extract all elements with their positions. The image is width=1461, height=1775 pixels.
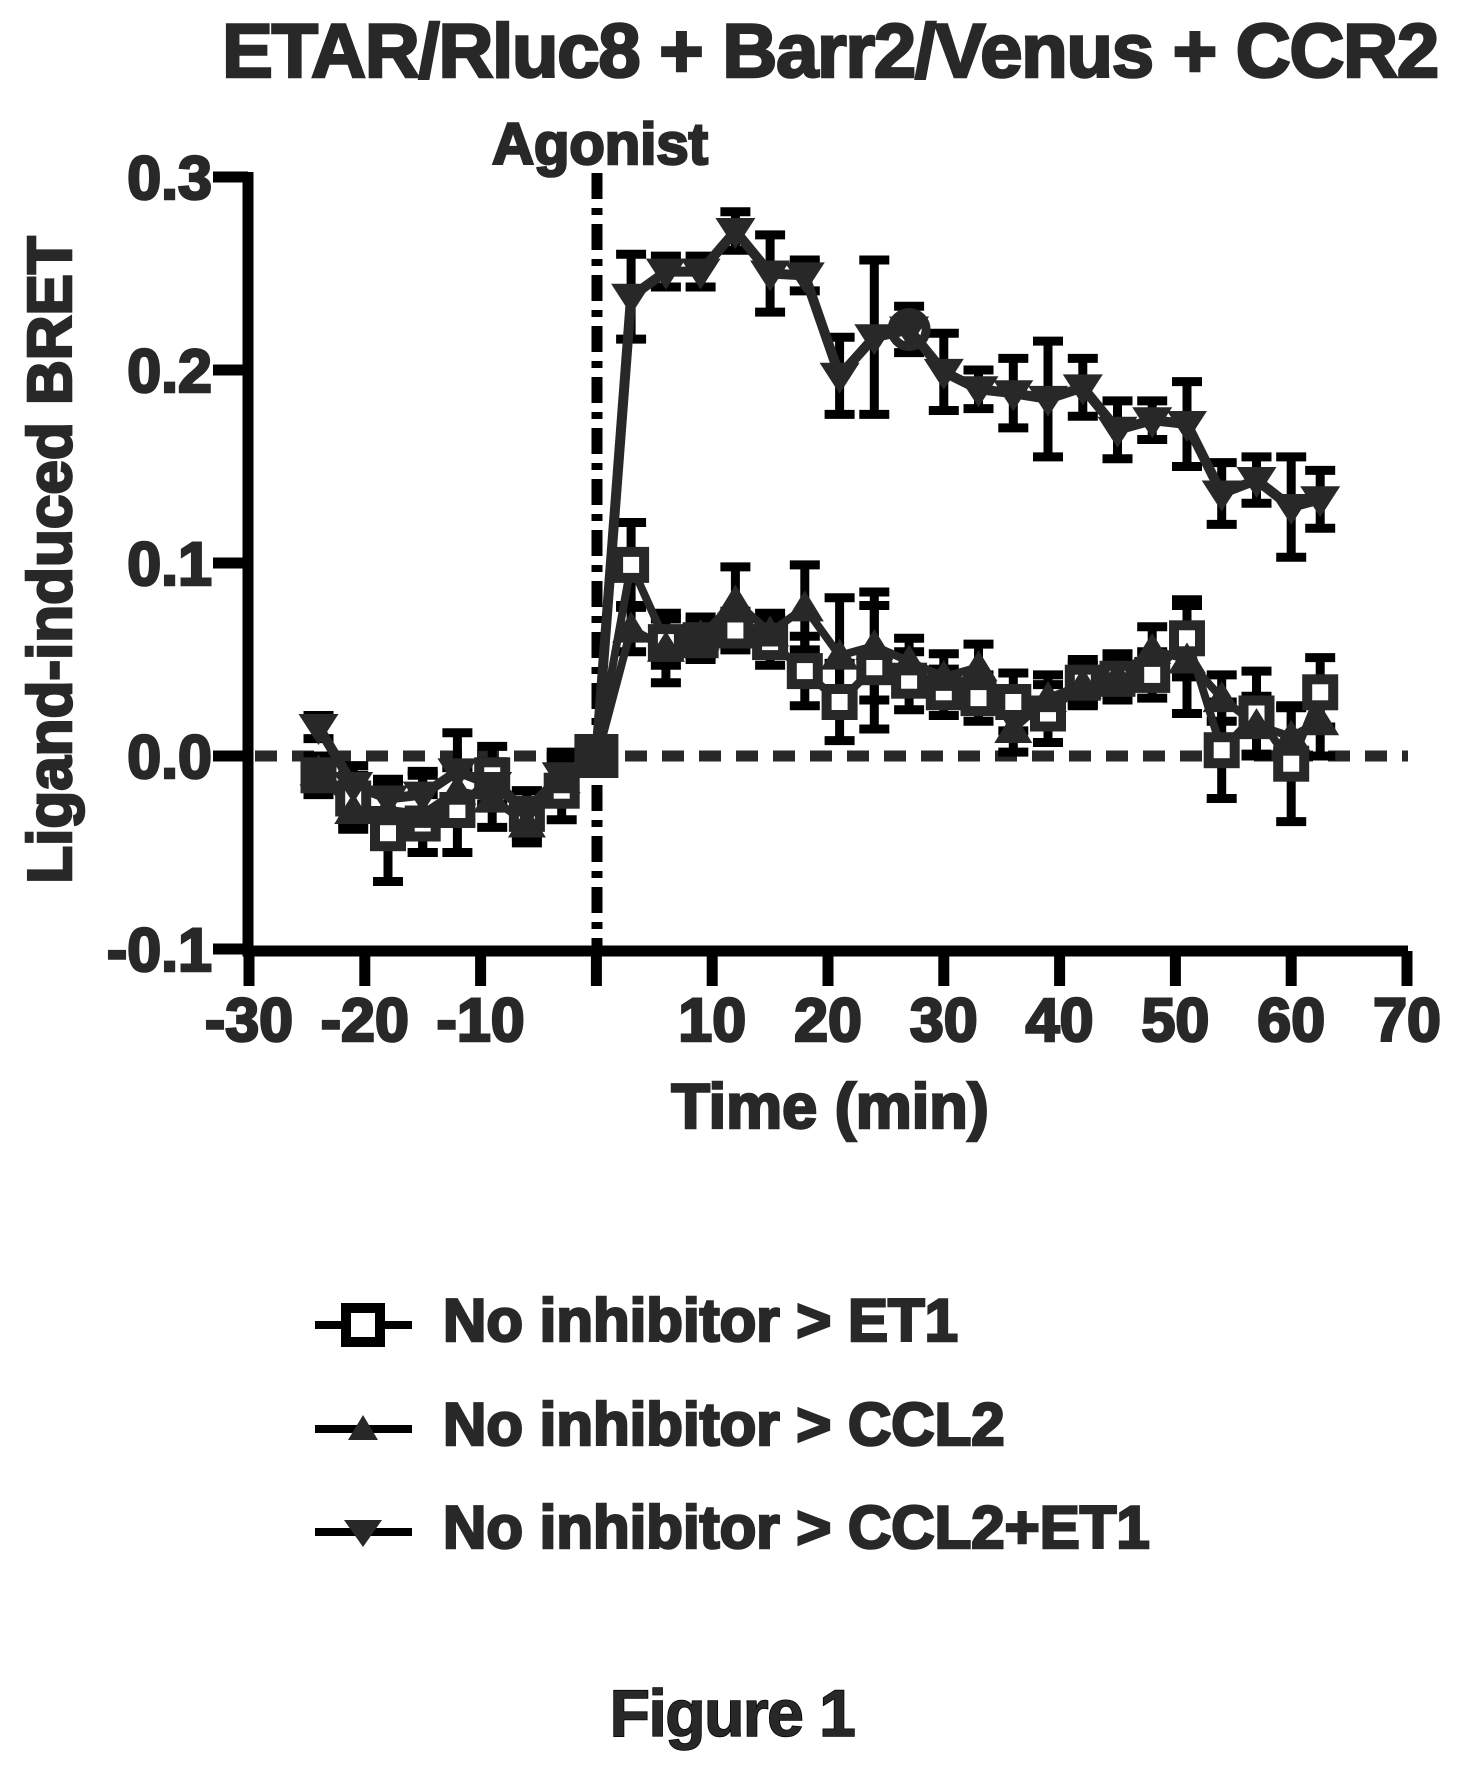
- svg-text:0.1: 0.1: [127, 530, 212, 598]
- svg-text:ETAR/Rluc8 + Barr2/Venus + CCR: ETAR/Rluc8 + Barr2/Venus + CCR2: [222, 9, 1438, 94]
- svg-text:No inhibitor > ET1: No inhibitor > ET1: [443, 1287, 958, 1354]
- svg-text:50: 50: [1141, 986, 1209, 1054]
- svg-text:0.0: 0.0: [127, 723, 212, 791]
- svg-text:20: 20: [794, 986, 862, 1054]
- svg-text:Time (min): Time (min): [671, 1072, 988, 1142]
- svg-text:No inhibitor > CCL2+ET1: No inhibitor > CCL2+ET1: [443, 1494, 1150, 1561]
- svg-text:40: 40: [1026, 986, 1094, 1054]
- svg-text:60: 60: [1257, 986, 1325, 1054]
- svg-text:Agonist: Agonist: [492, 112, 708, 177]
- svg-text:-30: -30: [205, 986, 293, 1054]
- svg-text:30: 30: [910, 986, 978, 1054]
- svg-text:Figure 1: Figure 1: [610, 1676, 855, 1750]
- svg-text:-0.1: -0.1: [107, 916, 212, 984]
- svg-text:70: 70: [1373, 986, 1441, 1054]
- svg-text:Ligand-induced BRET: Ligand-induced BRET: [16, 236, 85, 884]
- svg-text:10: 10: [678, 986, 746, 1054]
- svg-text:-20: -20: [321, 986, 409, 1054]
- svg-text:No inhibitor > CCL2: No inhibitor > CCL2: [443, 1391, 1005, 1458]
- svg-text:0.3: 0.3: [127, 144, 212, 212]
- svg-text:0.2: 0.2: [127, 337, 212, 405]
- svg-text:-10: -10: [437, 986, 525, 1054]
